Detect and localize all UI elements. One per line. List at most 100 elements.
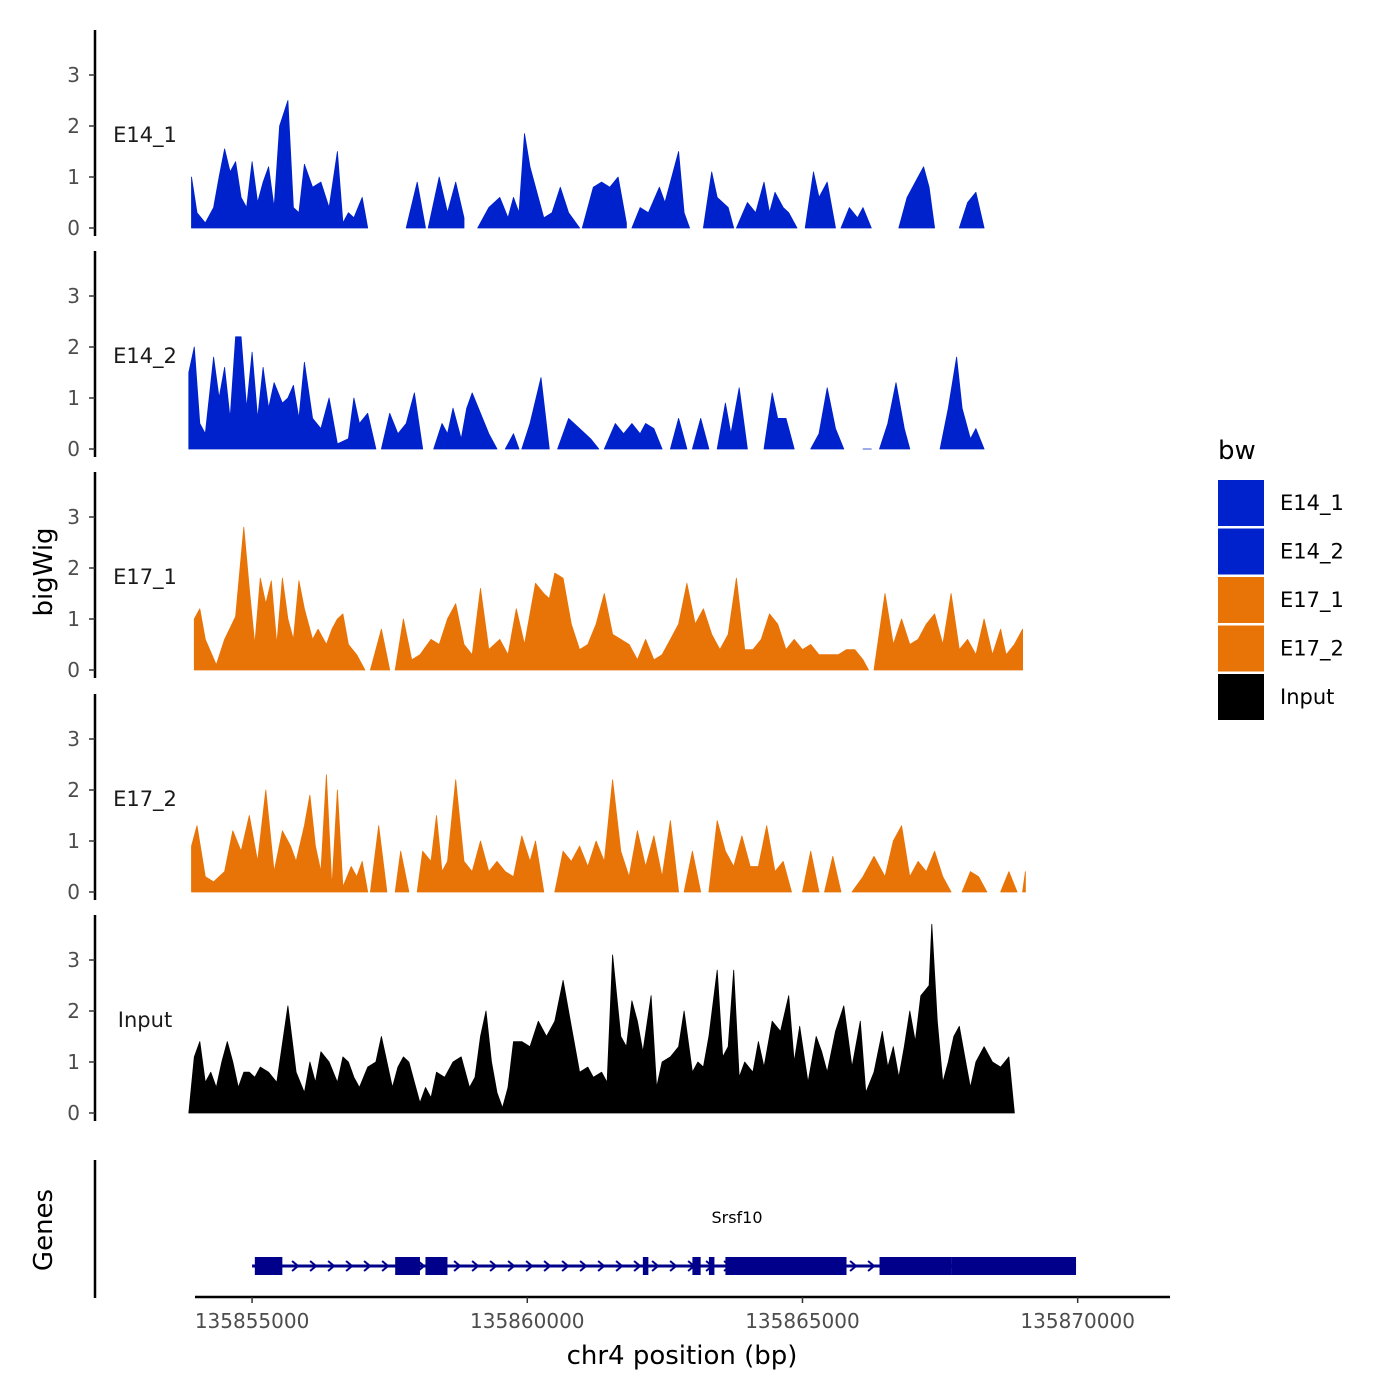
signal-area (939, 356, 985, 450)
signal-area (521, 377, 550, 450)
signal-area (1022, 871, 1026, 893)
y-tick-label: 1 (67, 607, 80, 631)
y-tick-label: 0 (67, 437, 80, 461)
signal-area (898, 166, 935, 229)
signal-area (692, 418, 710, 450)
legend-swatch (1218, 625, 1264, 672)
signal-area (703, 171, 735, 229)
legend-item-E17_1: E17_1 (1218, 577, 1344, 623)
strand-arrow (633, 1260, 642, 1272)
legend-item-E14_2: E14_2 (1218, 528, 1344, 575)
signal-area (802, 850, 820, 893)
signal-area (810, 387, 845, 450)
y-tick-label: 2 (67, 778, 80, 802)
y-tick-label: 1 (67, 386, 80, 410)
signal-area (873, 593, 1023, 671)
gene-exon (725, 1257, 847, 1275)
strand-arrow (345, 1260, 354, 1272)
track-label: Input (118, 1008, 172, 1032)
legend-swatch (1218, 528, 1264, 575)
legend-item-E17_2: E17_2 (1218, 625, 1344, 672)
legend-item-E14_1: E14_1 (1218, 480, 1344, 526)
y-tick-label: 1 (67, 829, 80, 853)
signal-area (879, 382, 911, 450)
y-axis-title: bigWig (29, 527, 59, 616)
signal-area (381, 392, 424, 450)
legend-items: E14_1 E14_2 E17_1 E17_2 Input (1218, 480, 1344, 720)
legend-title: bw (1218, 436, 1256, 466)
signal-area (683, 850, 702, 893)
strand-arrow (363, 1260, 372, 1272)
strand-arrow (867, 1260, 876, 1272)
track-label: E17_2 (113, 787, 177, 812)
x-tick-label: 135870000 (1020, 1309, 1135, 1333)
signal-area (191, 774, 369, 893)
legend-label: E14_2 (1280, 540, 1344, 565)
x-axis: 135855000 135860000 135865000 135870000 (195, 1295, 1170, 1333)
signal-area (581, 176, 627, 229)
signal-area (188, 923, 1015, 1114)
signal-area (851, 825, 952, 893)
strand-arrow (849, 1260, 858, 1272)
legend-label: E14_1 (1280, 491, 1344, 516)
strand-arrow (381, 1260, 390, 1272)
y-tick-label: 3 (67, 63, 80, 87)
track-E14_2: 0 1 2 3 E14_2 (67, 251, 985, 461)
legend: bw E14_1 E14_2 E17_1 E17_2 Input (1218, 436, 1344, 720)
strand-arrow (669, 1260, 678, 1272)
signal-area (557, 418, 600, 450)
x-tick-label: 135865000 (745, 1309, 860, 1333)
legend-label: E17_1 (1280, 588, 1344, 613)
gene-exon (395, 1257, 420, 1275)
strand-arrow (651, 1260, 660, 1272)
signal-area (394, 850, 410, 893)
gene-exon (425, 1257, 448, 1275)
track-E14_1: 0 1 2 3 E14_1 (67, 30, 985, 240)
strand-arrow (471, 1260, 480, 1272)
track-label: E17_1 (113, 565, 177, 590)
strand-arrow (543, 1260, 552, 1272)
track-E17_1: 0 1 2 3 E17_1 (67, 472, 1023, 682)
x-axis-title: chr4 position (bp) (567, 1341, 798, 1371)
strand-arrow (291, 1260, 300, 1272)
genes-panel-title: Genes (29, 1189, 59, 1271)
signal-area (716, 387, 748, 450)
y-tick-label: 1 (67, 1050, 80, 1074)
strand-arrow (525, 1260, 534, 1272)
y-tick-label: 2 (67, 114, 80, 138)
y-tick-label: 0 (67, 1101, 80, 1125)
signal-area (370, 628, 391, 671)
signal-area (427, 176, 465, 229)
track-label: E14_1 (113, 123, 177, 148)
signal-area (405, 181, 426, 229)
signal-area (670, 418, 688, 450)
signal-area (433, 392, 498, 450)
y-tick-label: 2 (67, 556, 80, 580)
strand-arrow (453, 1260, 462, 1272)
gene-exon (708, 1257, 715, 1275)
legend-label: Input (1280, 685, 1334, 709)
y-tick-label: 0 (67, 216, 80, 240)
legend-label: E17_2 (1280, 637, 1344, 662)
strand-arrow (309, 1260, 318, 1272)
signal-area (416, 779, 545, 893)
x-tick-label: 135855000 (195, 1309, 310, 1333)
x-tick-label: 135860000 (470, 1309, 585, 1333)
signal-area (804, 171, 836, 229)
signal-area (504, 433, 520, 450)
y-tick-label: 0 (67, 658, 80, 682)
gene-name-label: Srsf10 (711, 1208, 762, 1227)
signal-area (603, 423, 663, 450)
signal-area (188, 336, 377, 450)
signal-area (840, 207, 872, 229)
track-label: E14_2 (113, 344, 177, 369)
strand-arrow (579, 1260, 588, 1272)
signal-area (958, 191, 985, 229)
y-tick-label: 0 (67, 880, 80, 904)
signal-area (631, 151, 690, 229)
y-tick-label: 3 (67, 948, 80, 972)
strand-arrow (507, 1260, 516, 1272)
y-tick-label: 2 (67, 335, 80, 359)
gene-exon (692, 1257, 701, 1275)
